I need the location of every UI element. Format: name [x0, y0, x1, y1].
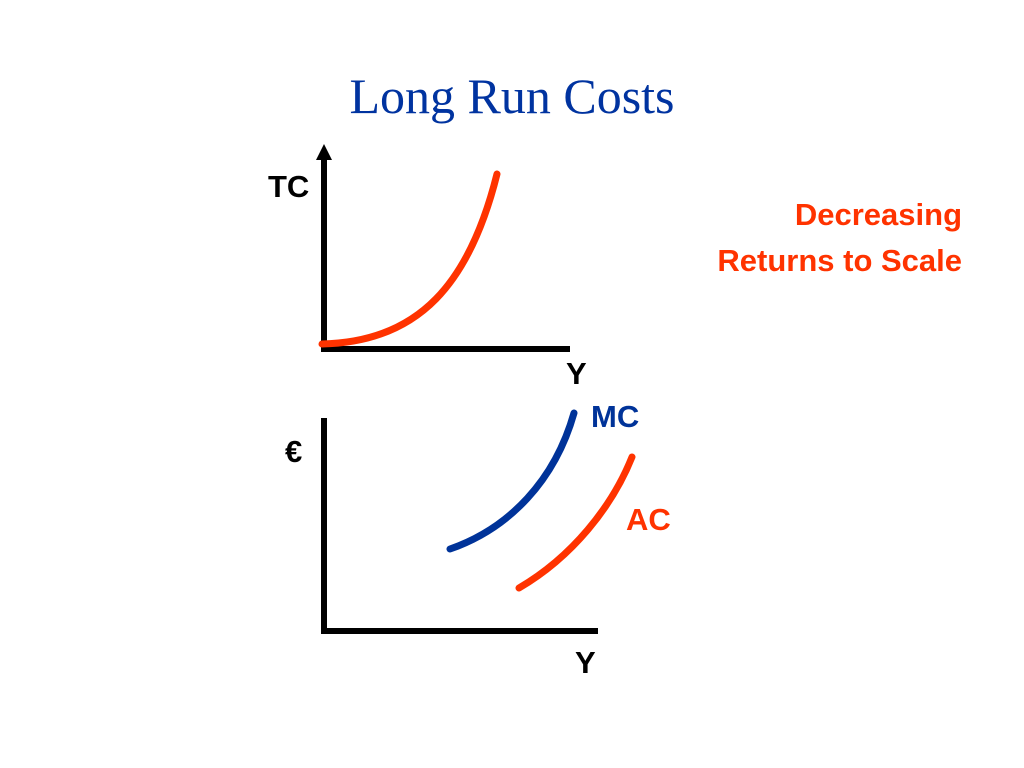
bottom-y-axis-label: €: [285, 434, 302, 469]
bottom-graph: € Y MC AC: [285, 399, 671, 680]
top-x-axis-label: Y: [566, 356, 587, 391]
average-cost-curve: [515, 453, 636, 592]
slide-title: Long Run Costs: [349, 68, 675, 124]
top-y-axis-arrowhead: [316, 144, 332, 160]
caption-line-2: Returns to Scale: [717, 243, 962, 278]
ac-curve-label: AC: [626, 502, 671, 537]
total-cost-curve: [318, 170, 501, 348]
caption-line-1: Decreasing: [794, 197, 962, 232]
bottom-x-axis-label: Y: [575, 645, 596, 680]
returns-to-scale-caption: Decreasing Returns to Scale: [717, 192, 962, 284]
top-y-axis-label: TC: [268, 169, 309, 204]
marginal-cost-curve: [446, 409, 578, 553]
top-graph: TC Y: [268, 144, 587, 391]
mc-curve-label: MC: [591, 399, 639, 434]
